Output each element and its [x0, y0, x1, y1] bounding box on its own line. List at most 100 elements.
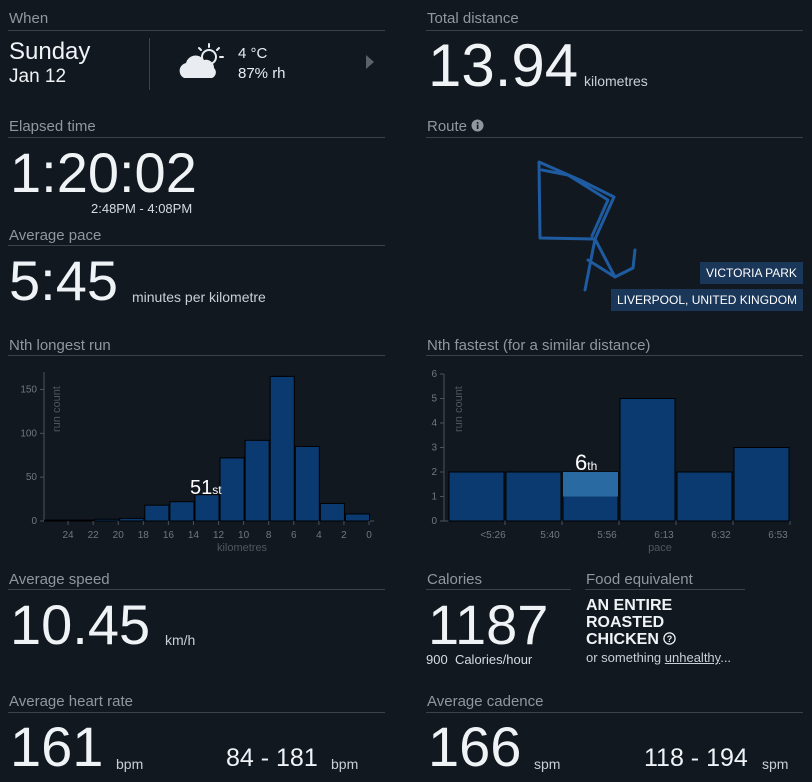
unhealthy-link[interactable]: unhealthy: [664, 650, 721, 665]
nth-fastest-chart: 0 1 2 3 4 5 6 <5:26 5:40 5:56 6:13 6:32 6:53 run coun…: [431, 369, 791, 554]
divider: [426, 355, 803, 356]
y-tick-label: 3: [431, 443, 437, 454]
bar: [505, 471, 562, 522]
nth-longest-label: Nth longest run: [9, 337, 111, 354]
x-tick-label: 5:56: [597, 530, 617, 541]
when-label: When: [9, 10, 49, 27]
x-tick-label: 5:40: [540, 530, 560, 541]
divider: [585, 589, 745, 590]
question-icon[interactable]: ?: [663, 632, 677, 649]
y-tick-label: 0: [31, 516, 37, 527]
heart-rate-value: 161: [10, 715, 104, 778]
x-tick-label: <5:26: [480, 530, 506, 541]
rank-number: 6: [575, 450, 588, 475]
bar: [144, 504, 170, 522]
bar: [44, 519, 70, 522]
y-tick-label: 0: [431, 516, 437, 527]
heart-rate-unit: bpm: [116, 756, 144, 772]
cadence-unit: spm: [534, 756, 561, 772]
x-tick-label: 12: [213, 530, 225, 541]
divider: [8, 245, 385, 246]
divider: [426, 589, 571, 590]
divider: [8, 355, 385, 356]
route-place-tag: VICTORIA PARK: [700, 262, 803, 284]
bar: [676, 471, 733, 522]
divider: [8, 712, 385, 713]
x-tick-label: 6:53: [768, 530, 788, 541]
food-line: AN ENTIRE: [586, 597, 673, 614]
x-tick-label: 8: [266, 530, 272, 541]
x-tick-label: 0: [366, 530, 372, 541]
calories-rate: 900 Calories/hour: [426, 652, 532, 667]
total-distance-unit: kilometres: [584, 73, 648, 89]
x-tick-label: 10: [238, 530, 250, 541]
cadence-range: 118 - 194: [644, 744, 748, 772]
nth-fastest-rank: 6th: [575, 450, 597, 476]
average-pace-label: Average pace: [9, 227, 102, 244]
bar: [269, 375, 295, 522]
run-date: Jan 12: [9, 66, 67, 87]
run-day: Sunday: [9, 38, 91, 65]
heart-rate-range: 84 - 181: [226, 744, 318, 772]
average-pace-unit: minutes per kilometre: [132, 289, 266, 305]
calories-rate-value: 900: [426, 652, 448, 667]
divider: [426, 30, 803, 31]
bar: [619, 398, 676, 522]
next-arrow-icon[interactable]: [364, 53, 376, 76]
x-tick-label: 22: [88, 530, 100, 541]
food-equivalent-text: AN ENTIRE ROASTED CHICKEN ?: [586, 597, 677, 649]
divider: [8, 589, 385, 590]
route-location-tag: LIVERPOOL, UNITED KINGDOM: [611, 289, 804, 311]
route-label: Route: [427, 118, 468, 135]
calories-rate-unit: Calories/hour: [454, 652, 533, 667]
y-tick-label: 50: [26, 472, 38, 483]
food-line-text: CHICKEN: [586, 631, 659, 648]
route-map[interactable]: [520, 150, 650, 300]
divider: [426, 712, 803, 713]
nth-fastest-label: Nth fastest (for a similar distance): [427, 337, 651, 354]
partly-cloudy-icon: [178, 42, 228, 82]
cadence-range-unit: spm: [762, 756, 789, 772]
divider: [149, 38, 150, 90]
food-line: ROASTED: [586, 614, 665, 631]
heart-rate-label: Average heart rate: [9, 693, 133, 710]
elapsed-time-value: 1:20:02: [10, 141, 197, 204]
x-tick-label: 14: [188, 530, 200, 541]
average-pace-value: 5:45: [9, 249, 118, 312]
x-tick-label: 6:13: [654, 530, 674, 541]
elapsed-time-label: Elapsed time: [9, 118, 96, 135]
calories-label: Calories: [427, 571, 483, 588]
heart-rate-range-unit: bpm: [331, 756, 359, 772]
bar: [448, 471, 505, 522]
bar: [344, 513, 370, 522]
y-tick-label: 5: [431, 394, 437, 405]
bar: [244, 439, 270, 522]
divider: [8, 30, 385, 31]
y-tick-label: 2: [431, 467, 437, 478]
y-tick-label: 4: [431, 418, 437, 429]
food-line: CHICKEN ?: [586, 631, 677, 649]
x-axis-title: kilometres: [217, 542, 268, 554]
x-tick-label: 20: [113, 530, 125, 541]
y-axis-title: run count: [453, 386, 465, 432]
cadence-label: Average cadence: [427, 693, 544, 710]
y-tick-label: 100: [20, 428, 37, 439]
bar: [194, 494, 220, 522]
temperature: 4 °C: [238, 45, 268, 62]
food-equivalent-label: Food equivalent: [586, 571, 693, 588]
bar: [733, 447, 790, 522]
info-icon[interactable]: [471, 119, 484, 137]
x-tick-label: 18: [138, 530, 150, 541]
y-tick-label: 6: [431, 369, 437, 380]
calories-value: 1187: [428, 593, 549, 656]
food-sub-suffix: ...: [720, 650, 732, 665]
y-axis-title: run count: [51, 386, 63, 432]
average-speed-label: Average speed: [9, 571, 110, 588]
divider: [8, 137, 385, 138]
average-speed-value: 10.45: [10, 593, 151, 656]
food-subtext: or something unhealthy...: [586, 650, 731, 665]
nth-longest-rank: 51st: [190, 477, 222, 500]
bar: [169, 501, 195, 522]
elapsed-time-range: 2:48PM - 4:08PM: [91, 201, 193, 216]
